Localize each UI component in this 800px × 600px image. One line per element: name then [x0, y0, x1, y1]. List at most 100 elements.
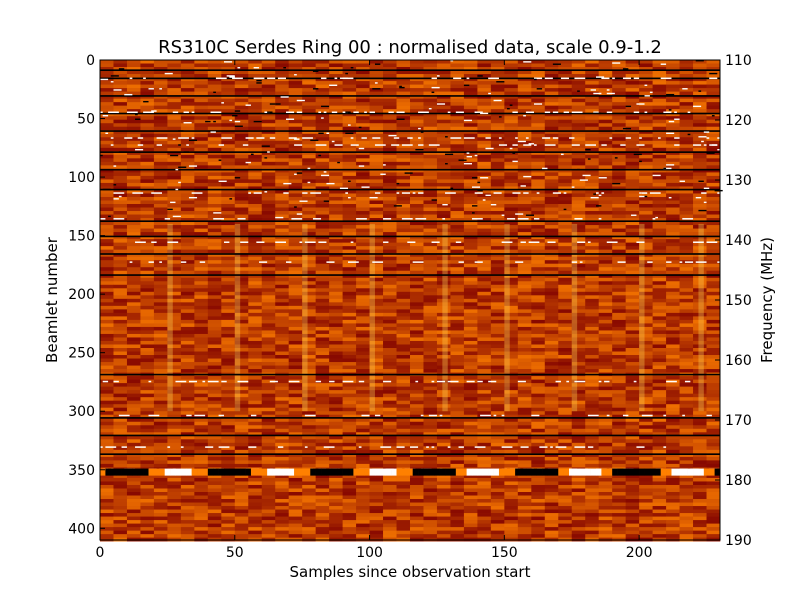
heatmap-cell [302, 333, 316, 338]
heatmap-cell [450, 133, 465, 138]
heatmap-cell [342, 319, 357, 324]
heatmap-cell [356, 63, 370, 68]
heatmap-cell [706, 330, 721, 335]
heatmap-cell [288, 425, 303, 430]
heatmap-cell [167, 319, 182, 324]
heatmap-cell [436, 337, 451, 342]
heatmap-cell [571, 260, 586, 265]
heatmap-cell [153, 277, 168, 282]
heatmap-cell [517, 400, 532, 405]
heatmap-cell [585, 109, 599, 113]
heatmap-cell [302, 288, 316, 293]
heatmap-cell [288, 105, 303, 110]
heatmap-cell [288, 242, 303, 247]
heatmap-cell [517, 70, 532, 75]
heatmap-cell [477, 355, 492, 359]
heatmap-cell [571, 267, 586, 272]
heatmap-cell [531, 386, 546, 391]
heatmap-cell [666, 84, 680, 89]
heatmap-cell [477, 172, 492, 177]
heatmap-cell [167, 400, 182, 405]
heatmap-cell [315, 225, 330, 229]
heatmap-cell [652, 249, 667, 254]
heatmap-cell [275, 88, 289, 92]
heatmap-cell [598, 277, 613, 282]
heatmap-cell [571, 204, 586, 208]
heatmap-cell [490, 390, 505, 394]
heatmap-cell [585, 182, 599, 187]
heatmap-cell [221, 302, 236, 307]
heatmap-cell [167, 221, 182, 226]
heatmap-cell [598, 105, 613, 110]
heatmap-cell [612, 168, 626, 173]
heatmap-cell [612, 147, 626, 152]
heatmap-cell [477, 260, 492, 265]
heatmap-cell [221, 137, 236, 142]
heatmap-cell [571, 95, 586, 99]
heatmap-cell [423, 105, 438, 110]
heatmap-cell [221, 214, 236, 219]
heatmap-cell [490, 102, 505, 106]
heatmap-cell [585, 95, 599, 99]
heatmap-cell [329, 116, 343, 121]
heatmap-cell [261, 95, 276, 99]
heatmap-cell [342, 274, 357, 279]
heatmap-cell [207, 253, 222, 257]
heatmap-cell [639, 333, 653, 338]
heatmap-cell [571, 112, 586, 117]
heatmap-cell [625, 175, 640, 180]
heatmap-cell [612, 98, 626, 103]
heatmap-cell [383, 200, 397, 205]
heatmap-cell [221, 305, 236, 310]
heatmap-cell [693, 249, 707, 254]
heatmap-cell [639, 140, 653, 145]
heatmap-cell [463, 158, 478, 163]
heatmap-cell [126, 390, 141, 394]
heatmap-cell [194, 249, 209, 254]
heatmap-cell [369, 214, 384, 219]
heatmap-cell [356, 277, 370, 282]
heatmap-cell [679, 319, 694, 324]
heatmap-cell [693, 77, 707, 82]
heatmap-cell [571, 295, 586, 300]
heatmap-cell [531, 414, 546, 419]
heatmap-cell [585, 102, 599, 106]
heatmap-cell [706, 161, 721, 166]
heatmap-cell [410, 277, 424, 282]
heatmap-cell [571, 249, 586, 254]
heatmap-cell [194, 193, 209, 198]
heatmap-cell [706, 284, 721, 289]
heatmap-cell [275, 235, 289, 240]
heatmap-cell [652, 319, 667, 324]
heatmap-cell [167, 376, 182, 380]
heatmap-cell [423, 239, 438, 243]
heatmap-cell [490, 88, 505, 92]
heatmap-cell [517, 284, 532, 289]
heatmap-cell [490, 428, 505, 433]
heatmap-cell [383, 211, 397, 215]
heatmap-cell [679, 84, 694, 89]
heatmap-cell [423, 390, 438, 394]
heatmap-cell [436, 98, 451, 103]
heatmap-cell [194, 386, 209, 391]
heatmap-cell [436, 418, 451, 423]
heatmap-cell [531, 267, 546, 272]
heatmap-cell [504, 333, 519, 338]
heatmap-cell [140, 407, 155, 412]
heatmap-cell [585, 196, 599, 201]
heatmap-cell [558, 74, 573, 78]
heatmap-cell [302, 74, 316, 78]
heatmap-cell [113, 428, 128, 433]
heatmap-cell [517, 63, 532, 68]
heatmap-cell [194, 95, 209, 99]
heatmap-cell [261, 295, 276, 300]
heatmap-cell [302, 309, 316, 314]
heatmap-cell [207, 116, 222, 121]
heatmap-cell [571, 207, 586, 212]
heatmap-cell [450, 151, 465, 156]
heatmap-cell [167, 165, 182, 170]
heatmap-cell [504, 151, 519, 156]
heatmap-cell [558, 432, 573, 437]
heatmap-cell [396, 277, 411, 282]
heatmap-cell [126, 435, 141, 440]
